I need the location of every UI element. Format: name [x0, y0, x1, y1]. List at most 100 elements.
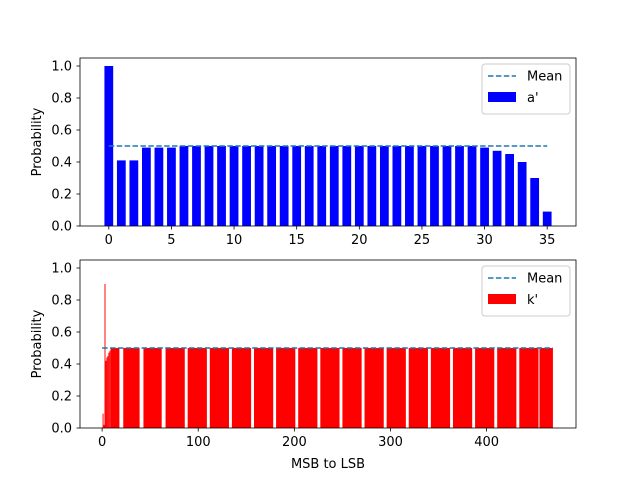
top-x-ticks: 0 5 10 15 20 25 30 35 [105, 226, 555, 248]
bar-9 [217, 146, 226, 226]
bar-block-2 [143, 348, 162, 428]
top-y-axis-label: Probability [30, 107, 45, 176]
top-subplot: 0 5 10 15 20 25 30 35 0.0 0.2 0.4 0.6 0.8 1.0 Probab… [30, 57, 577, 248]
bar-spike-9 [110, 349, 112, 428]
bar-16 [304, 146, 314, 226]
bar-21 [367, 146, 377, 226]
bar-block-3 [165, 348, 185, 428]
x-tick-label-300: 300 [378, 435, 403, 450]
bar-block-16 [452, 348, 473, 428]
top-legend-bar-swatch [488, 92, 516, 102]
x-tick-label-100: 100 [186, 435, 211, 450]
y-tick-label-0: 0.0 [51, 422, 72, 437]
bar-11 [242, 146, 251, 226]
x-tick-label-15: 15 [288, 233, 305, 248]
bar-block-4 [187, 348, 207, 428]
bar-26 [430, 146, 439, 226]
x-tick-label-30: 30 [476, 233, 493, 248]
bottom-bars [102, 284, 553, 428]
bottom-legend-bar-label: k' [527, 293, 538, 308]
y-tick-label-4: 0.8 [51, 92, 72, 107]
bottom-x-ticks: 0 100 200 300 400 [98, 428, 499, 450]
bar-block-5 [209, 348, 229, 428]
bar-spike-7 [108, 352, 110, 428]
y-tick-label-5: 1.0 [51, 262, 72, 277]
y-tick-label-0: 0.0 [51, 220, 72, 235]
x-tick-label-10: 10 [226, 233, 243, 248]
bar-22 [379, 146, 389, 226]
bar-12 [254, 146, 264, 226]
bar-25 [417, 146, 427, 226]
bar-24 [405, 146, 414, 226]
bar-5 [167, 147, 176, 226]
x-tick-label-25: 25 [414, 233, 431, 248]
top-legend: Mean a' [481, 63, 571, 115]
top-axes-frame [79, 57, 577, 227]
bar-10 [229, 146, 239, 226]
bar-block-9 [298, 348, 318, 428]
bar-20 [354, 146, 364, 226]
bar-block-8 [276, 348, 296, 428]
bar-3 [142, 147, 151, 226]
bar-17 [317, 146, 327, 226]
x-tick-label-5: 5 [167, 233, 175, 248]
bar-block-1 [123, 348, 140, 428]
y-tick-label-1: 0.2 [51, 188, 72, 203]
bar-block-19 [519, 348, 539, 428]
bar-1 [116, 160, 126, 226]
bar-30 [480, 147, 489, 226]
bottom-y-ticks: 0.0 0.2 0.4 0.6 0.8 1.0 [51, 262, 80, 437]
x-tick-label-0: 0 [105, 233, 113, 248]
bar-19 [342, 146, 352, 226]
bar-4 [154, 147, 164, 226]
x-tick-label-400: 400 [474, 435, 499, 450]
bottom-axes-frame [79, 259, 577, 429]
bar-block-18 [497, 348, 517, 428]
bottom-legend-bar-swatch [488, 294, 516, 304]
bar-spike-3 [104, 284, 106, 428]
bar-block-20 [539, 348, 553, 428]
bar-block-12 [364, 348, 384, 428]
bar-28 [455, 146, 464, 226]
bar-block-13 [386, 348, 406, 428]
bar-18 [329, 146, 339, 226]
y-tick-label-1: 0.2 [51, 390, 72, 405]
bar-block-10 [320, 348, 340, 428]
bar-15 [292, 146, 302, 226]
bar-34 [530, 178, 540, 226]
bar-27 [442, 146, 452, 226]
y-tick-label-2: 0.4 [51, 156, 72, 171]
y-tick-label-4: 0.8 [51, 294, 72, 309]
bar-7 [192, 146, 201, 226]
bar-block-15 [430, 348, 451, 428]
bar-block-11 [342, 348, 362, 428]
y-tick-label-2: 0.4 [51, 358, 72, 373]
bar-block-0 [110, 348, 120, 428]
bar-33 [517, 162, 527, 226]
bar-block-7 [253, 348, 274, 428]
x-tick-label-0: 0 [98, 435, 106, 450]
bar-spike-4 [105, 360, 107, 428]
bar-6 [179, 146, 189, 226]
bar-31 [492, 150, 502, 226]
bar-spike-5 [106, 357, 108, 428]
bar-spike-8 [109, 351, 111, 428]
bar-2 [129, 160, 139, 226]
bar-spike-1 [102, 413, 104, 428]
bar-23 [392, 146, 402, 226]
bar-spike-2 [103, 424, 105, 428]
bar-spike-6 [107, 356, 109, 428]
bar-14 [279, 146, 289, 226]
bar-0 [104, 66, 114, 226]
y-tick-label-3: 0.6 [51, 326, 72, 341]
y-tick-label-5: 1.0 [51, 60, 72, 75]
x-tick-label-20: 20 [351, 233, 368, 248]
top-y-ticks: 0.0 0.2 0.4 0.6 0.8 1.0 [51, 60, 80, 235]
bar-8 [204, 146, 214, 226]
bottom-y-axis-label: Probability [30, 309, 45, 378]
bottom-legend: Mean k' [481, 265, 571, 317]
top-legend-mean-label: Mean [527, 70, 562, 85]
x-tick-label-200: 200 [282, 435, 307, 450]
top-bars [104, 66, 552, 226]
